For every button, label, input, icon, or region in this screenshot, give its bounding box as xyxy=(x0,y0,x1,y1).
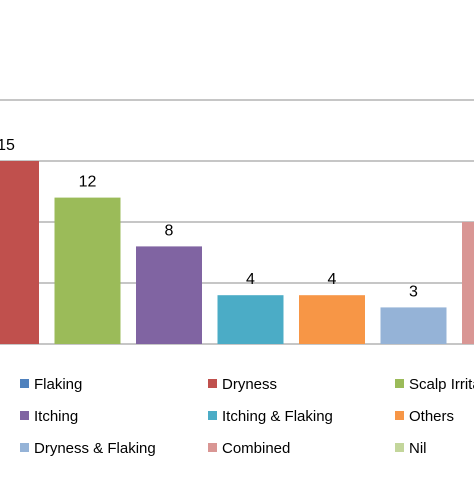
legend-label-dryness-and-flaking: Dryness & Flaking xyxy=(34,440,156,457)
legend-swatch-others xyxy=(395,411,404,420)
legend-swatch-dryness-and-flaking xyxy=(20,443,29,452)
legend-swatch-dryness xyxy=(208,379,217,388)
data-label-itching: 8 xyxy=(165,222,174,239)
legend-swatch-itching-and-flaking xyxy=(208,411,217,420)
legend-swatch-nil xyxy=(395,443,404,452)
legend-label-flaking: Flaking xyxy=(34,376,82,393)
legend: Flaking Dryness Scalp Irritation Itching Itc… xyxy=(20,376,474,457)
legend-label-combined: Combined xyxy=(222,440,290,457)
legend-swatch-combined xyxy=(208,443,217,452)
legend-swatch-scalp-irritation xyxy=(395,379,404,388)
data-label-scalp-irritation: 12 xyxy=(79,174,97,191)
data-label-others: 4 xyxy=(328,271,337,288)
bar-dryness xyxy=(0,161,39,344)
bar-scalp-irritation xyxy=(54,197,121,344)
legend-label-nil: Nil xyxy=(409,440,427,457)
bar-dryness-and-flaking xyxy=(380,307,447,344)
legend-label-dryness: Dryness xyxy=(222,376,277,393)
bar-itching xyxy=(136,246,202,344)
data-labels: 15 12 8 4 4 3 xyxy=(0,137,418,300)
legend-label-itching-and-flaking: Itching & Flaking xyxy=(222,408,333,425)
data-label-dryness: 15 xyxy=(0,137,15,154)
bar-others xyxy=(299,295,365,344)
bars xyxy=(0,161,474,344)
data-label-itching-and-flaking: 4 xyxy=(246,271,255,288)
legend-label-others: Others xyxy=(409,408,454,425)
legend-label-scalp-irritation: Scalp Irritation xyxy=(409,376,474,393)
data-label-dryness-and-flaking: 3 xyxy=(409,283,418,300)
legend-swatch-flaking xyxy=(20,379,29,388)
bar-itching-and-flaking xyxy=(217,295,284,344)
bar-combined xyxy=(462,222,474,344)
legend-swatch-itching xyxy=(20,411,29,420)
legend-label-itching: Itching xyxy=(34,408,78,425)
